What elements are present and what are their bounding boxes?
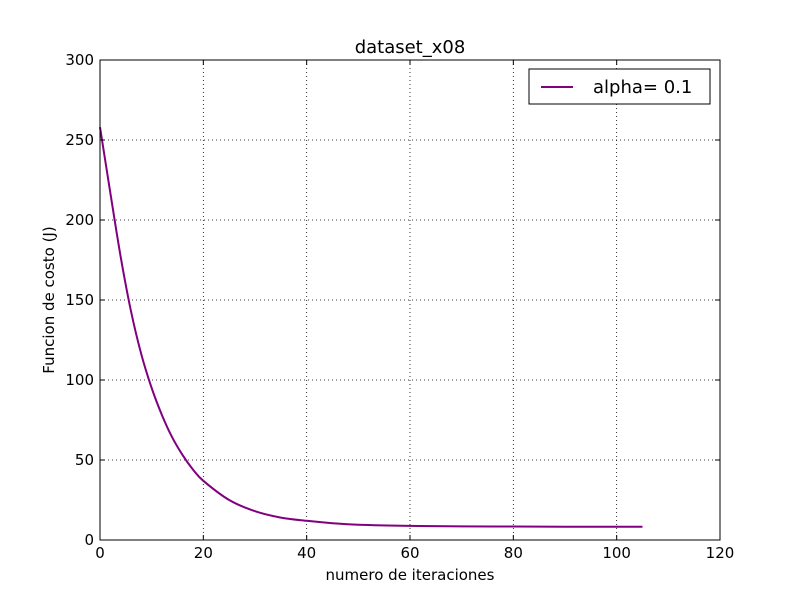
y-tick-label: 200 [65, 211, 94, 229]
y-tick-label: 50 [75, 451, 94, 469]
y-tick-label: 0 [84, 531, 94, 549]
y-tick-label: 300 [65, 51, 94, 69]
y-axis-title: Funcion de costo (J) [40, 226, 58, 373]
tick-labels: 0 20 40 60 80 100 120 0 50 100 150 200 250 300 [65, 51, 734, 562]
y-tick-label: 100 [65, 371, 94, 389]
y-tick-label: 250 [65, 131, 94, 149]
chart-title: dataset_x08 [355, 37, 466, 58]
grid [100, 60, 720, 540]
series-line-0 [99, 127, 643, 528]
legend: alpha= 0.1 [528, 68, 711, 105]
y-tick-label: 150 [65, 291, 94, 309]
x-tick-label: 20 [194, 544, 213, 562]
x-tick-label: 60 [400, 544, 419, 562]
legend-label: alpha= 0.1 [593, 77, 692, 98]
ticks [99, 59, 721, 541]
x-tick-label: 80 [504, 544, 523, 562]
x-tick-label: 0 [95, 544, 105, 562]
x-tick-label: 40 [297, 544, 316, 562]
series-layer [99, 127, 643, 528]
x-tick-label: 120 [706, 544, 735, 562]
x-tick-label: 100 [602, 544, 631, 562]
x-axis-title: numero de iteraciones [326, 566, 495, 584]
